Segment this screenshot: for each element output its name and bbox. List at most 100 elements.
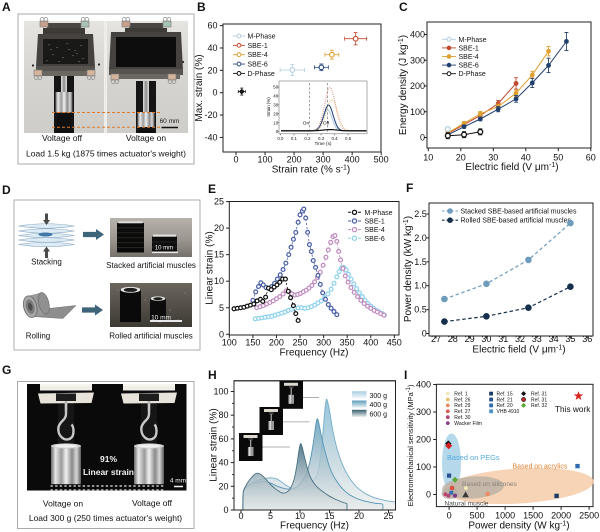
- svg-text:This work: This work: [555, 404, 591, 414]
- svg-text:Linear strain (%): Linear strain (%): [205, 231, 216, 304]
- svg-text:10: 10: [423, 153, 433, 163]
- svg-text:2.5: 2.5: [414, 209, 427, 219]
- svg-text:15: 15: [214, 250, 224, 260]
- svg-text:50: 50: [273, 85, 278, 90]
- svg-text:Based on acrylics: Based on acrylics: [513, 464, 568, 471]
- svg-text:Voltage off: Voltage off: [132, 498, 173, 508]
- svg-text:15: 15: [324, 511, 334, 521]
- svg-text:0.5: 0.5: [345, 136, 352, 141]
- svg-text:0.1: 0.1: [291, 136, 298, 141]
- svg-text:0: 0: [219, 329, 224, 339]
- svg-text:Linear strain (%): Linear strain (%): [209, 408, 220, 481]
- svg-text:Wacker Film: Wacker Film: [454, 421, 482, 427]
- svg-text:31: 31: [498, 334, 508, 344]
- svg-text:-40: -40: [204, 132, 217, 142]
- svg-text:0: 0: [420, 133, 425, 143]
- svg-text:0: 0: [238, 511, 243, 521]
- svg-text:M-Phase: M-Phase: [365, 210, 393, 217]
- svg-text:100: 100: [416, 462, 431, 472]
- svg-text:F: F: [406, 181, 413, 195]
- svg-text:400: 400: [345, 155, 360, 165]
- svg-text:Voltage on: Voltage on: [43, 499, 83, 509]
- svg-text:0: 0: [212, 88, 217, 98]
- svg-text:2000: 2000: [551, 511, 571, 521]
- svg-text:200: 200: [287, 155, 302, 165]
- svg-text:20: 20: [354, 511, 364, 521]
- svg-text:1000: 1000: [495, 511, 515, 521]
- svg-text:0: 0: [447, 511, 452, 521]
- svg-text:1.5: 1.5: [414, 257, 427, 267]
- svg-text:Electromechanical sensitivity: Electromechanical sensitivity (MPa-1): [406, 385, 415, 507]
- svg-text:400: 400: [363, 338, 378, 348]
- svg-text:Electric field (V μm-1): Electric field (V μm-1): [465, 162, 558, 174]
- svg-text:5: 5: [268, 511, 273, 521]
- svg-text:200: 200: [410, 81, 425, 91]
- svg-text:600 g: 600 g: [370, 411, 388, 418]
- svg-text:Stacked SBE-based artificial m: Stacked SBE-based artificial muscles: [461, 209, 577, 216]
- svg-text:60 mm: 60 mm: [160, 118, 180, 125]
- svg-text:20: 20: [273, 111, 278, 116]
- svg-text:G: G: [2, 363, 11, 377]
- svg-text:100: 100: [222, 338, 237, 348]
- svg-text:200: 200: [416, 435, 431, 445]
- svg-text:Ref. 20: Ref. 20: [497, 403, 513, 409]
- svg-text:H: H: [208, 368, 217, 382]
- svg-text:Ref. 27: Ref. 27: [454, 409, 470, 415]
- svg-text:25: 25: [214, 197, 224, 207]
- svg-text:28: 28: [448, 334, 458, 344]
- svg-text:0: 0: [276, 129, 279, 134]
- svg-text:Rolled SBE-based artificial mu: Rolled SBE-based artificial muscles: [461, 218, 572, 225]
- svg-text:20: 20: [207, 65, 217, 75]
- svg-text:10 mm: 10 mm: [151, 315, 171, 322]
- svg-text:20: 20: [218, 481, 228, 491]
- svg-text:Ref. 21: Ref. 21: [497, 397, 513, 403]
- svg-text:400 g: 400 g: [370, 402, 388, 409]
- svg-text:40: 40: [521, 153, 531, 163]
- svg-text:C: C: [399, 0, 408, 14]
- svg-text:40: 40: [273, 94, 278, 99]
- svg-text:10 mm: 10 mm: [155, 246, 173, 252]
- svg-text:0.5: 0.5: [414, 305, 427, 315]
- svg-text:40: 40: [218, 458, 228, 468]
- svg-text:Rolled artificial muscles: Rolled artificial muscles: [109, 332, 193, 341]
- svg-text:29: 29: [465, 334, 475, 344]
- svg-text:SBE-1: SBE-1: [365, 218, 385, 225]
- svg-text:Based on PEGs: Based on PEGs: [447, 453, 500, 462]
- svg-text:Based on silicones: Based on silicones: [462, 481, 518, 488]
- svg-text:Energy density (J kg-1): Energy density (J kg-1): [398, 35, 410, 135]
- svg-text:0: 0: [426, 490, 431, 500]
- svg-text:30: 30: [273, 103, 278, 108]
- svg-text:60: 60: [218, 434, 228, 444]
- svg-text:Natural muscle: Natural muscle: [445, 501, 489, 508]
- svg-text:0.2: 0.2: [304, 136, 311, 141]
- svg-text:-20: -20: [204, 110, 217, 120]
- svg-text:Ref. 15: Ref. 15: [497, 391, 513, 397]
- svg-text:60: 60: [207, 21, 217, 31]
- svg-text:36: 36: [582, 334, 592, 344]
- svg-text:Ref. 31: Ref. 31: [531, 397, 547, 403]
- svg-text:200: 200: [269, 338, 284, 348]
- svg-text:Frequency (Hz): Frequency (Hz): [280, 348, 349, 359]
- svg-text:35: 35: [565, 334, 575, 344]
- svg-text:500: 500: [374, 155, 389, 165]
- svg-text:500: 500: [470, 511, 485, 521]
- svg-text:B: B: [197, 0, 206, 14]
- svg-text:Ref. 30: Ref. 30: [454, 415, 470, 421]
- svg-text:SBE-6: SBE-6: [365, 236, 385, 243]
- svg-text:0: 0: [223, 505, 228, 515]
- svg-text:0.0: 0.0: [277, 136, 284, 141]
- svg-text:150: 150: [245, 338, 260, 348]
- svg-text:33: 33: [532, 334, 542, 344]
- svg-text:Voltage off: Voltage off: [42, 133, 83, 143]
- svg-text:I: I: [404, 368, 407, 382]
- svg-text:100: 100: [410, 107, 425, 117]
- svg-text:SBE-1: SBE-1: [248, 43, 268, 50]
- svg-text:Rolling: Rolling: [26, 332, 50, 341]
- svg-text:Load 300 g (250 times actuator: Load 300 g (250 times actuator's weight): [29, 513, 182, 523]
- svg-text:Ref. 1: Ref. 1: [454, 391, 468, 397]
- svg-text:34: 34: [549, 334, 559, 344]
- svg-text:Power density (W kg-1): Power density (W kg-1): [468, 520, 569, 532]
- svg-text:10: 10: [214, 276, 224, 286]
- svg-text:250: 250: [293, 338, 308, 348]
- svg-text:32: 32: [515, 334, 525, 344]
